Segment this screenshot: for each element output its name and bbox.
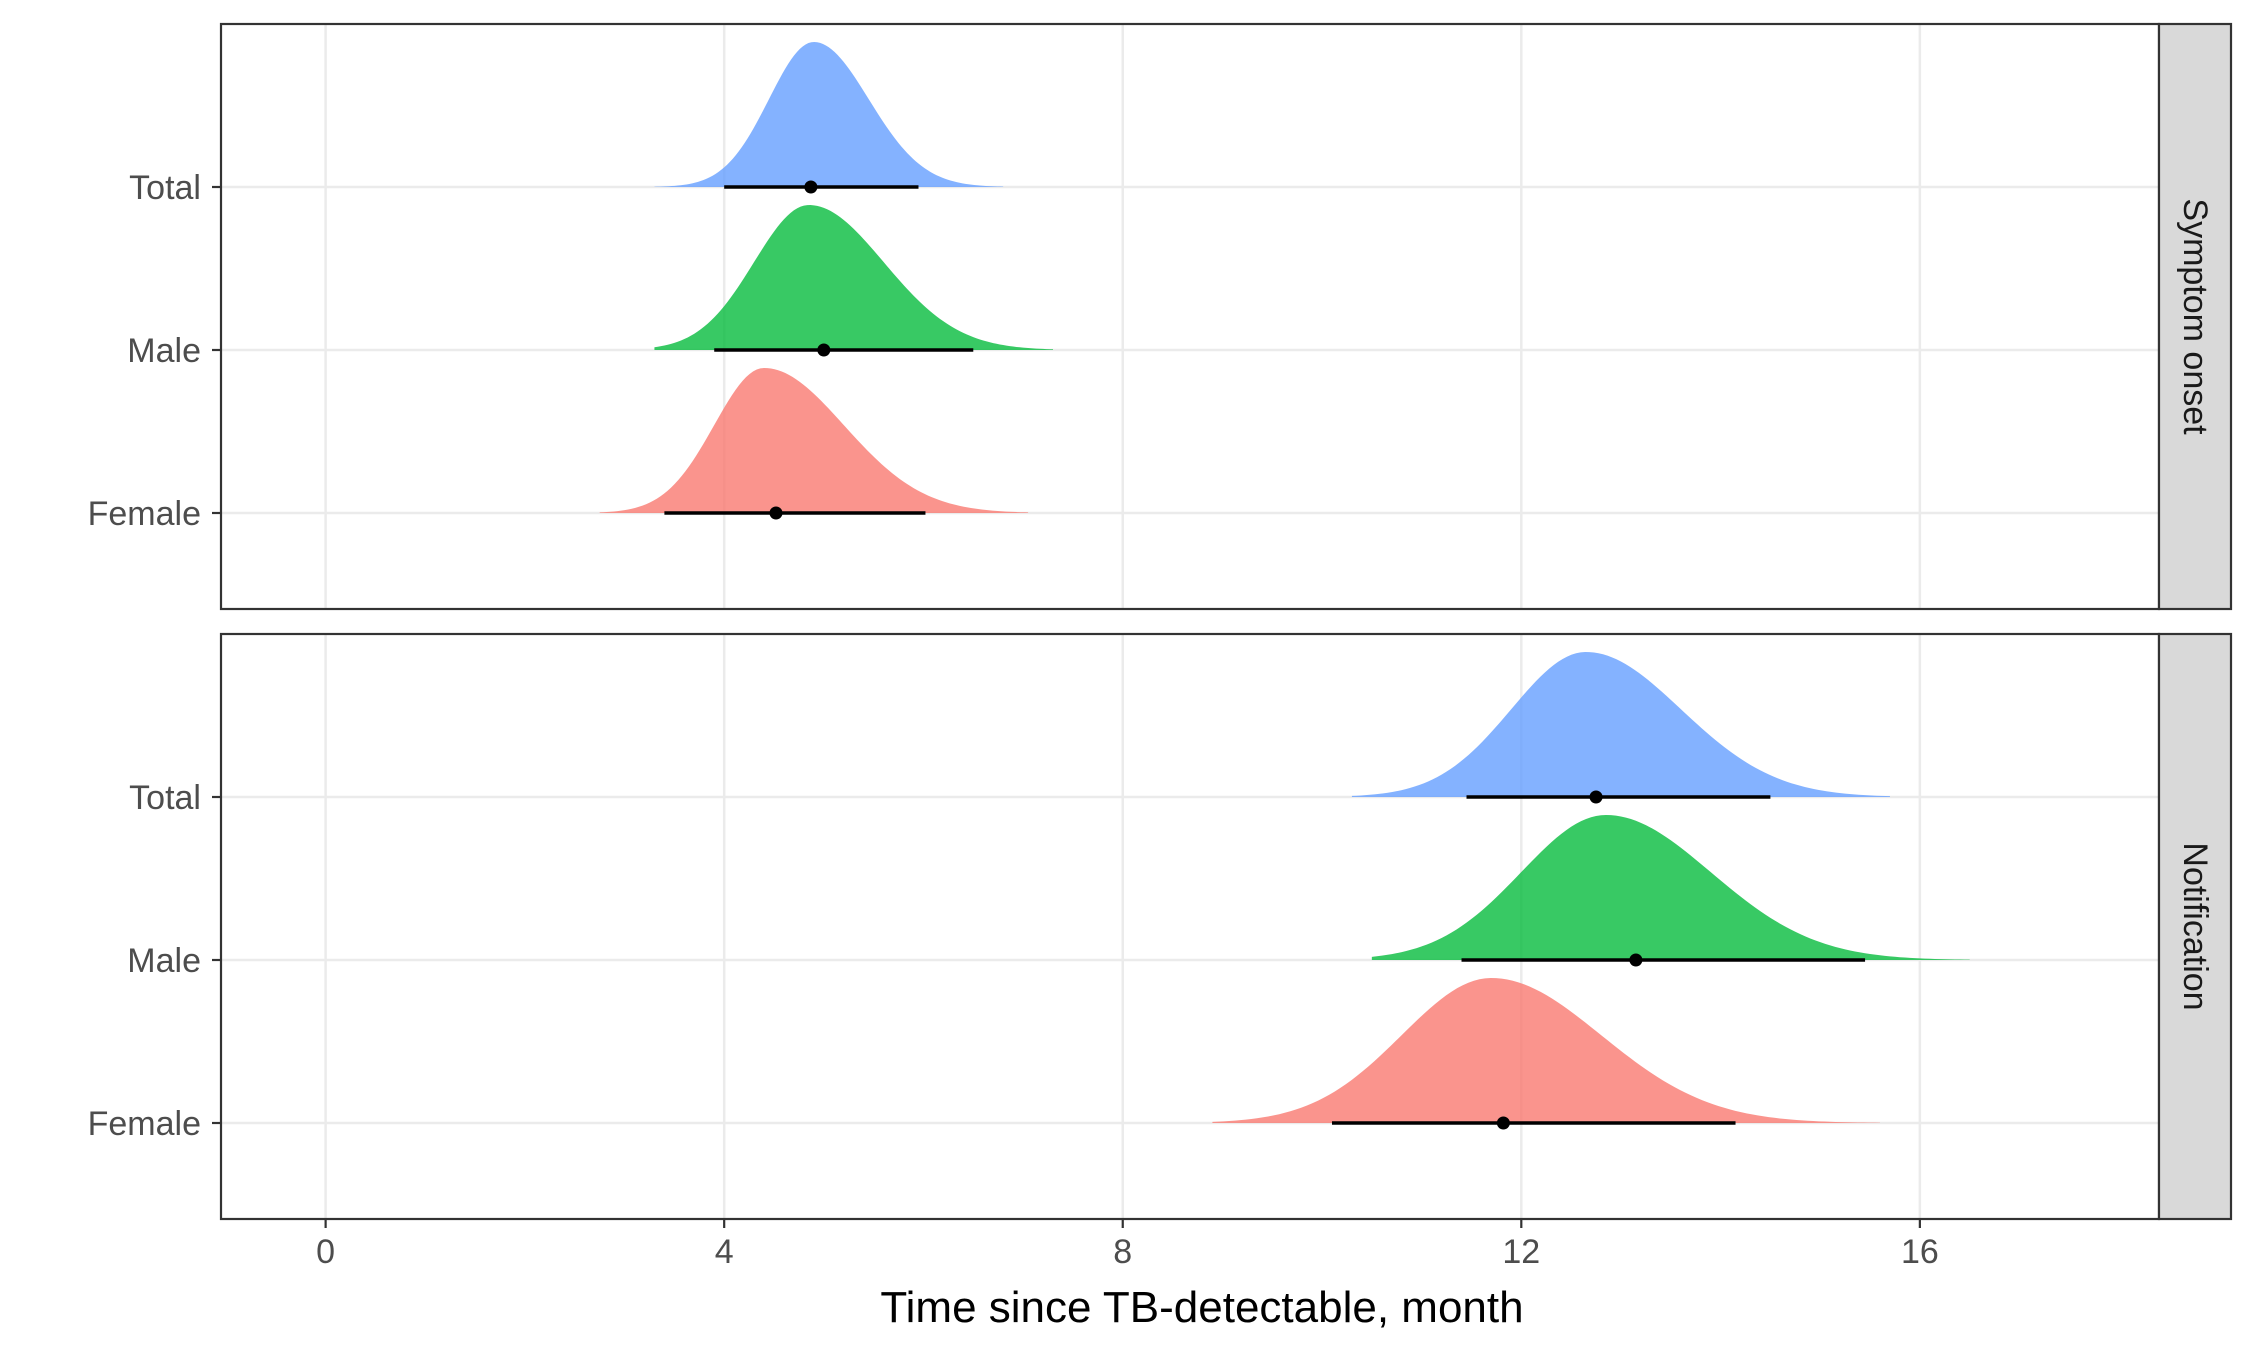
median-point-male <box>817 343 831 357</box>
median-point-total <box>804 180 818 194</box>
panel-notification: Total Male Female Notification <box>88 632 2233 1221</box>
y-tick-label: Female <box>88 495 201 533</box>
y-tick-label: Total <box>129 169 201 207</box>
y-tick-label: Male <box>127 942 201 980</box>
panels: Total Male Female Symptom onset Total Male Fem… <box>88 22 2233 1221</box>
facet-strip-label: Symptom onset <box>2176 198 2214 435</box>
x-axis: 0 4 8 12 16 <box>316 1219 1939 1271</box>
median-point-female <box>1496 1116 1510 1130</box>
median-point-female <box>769 506 783 520</box>
y-tick-label: Female <box>88 1105 201 1143</box>
density-total <box>1351 652 1890 797</box>
x-tick-label: 16 <box>1901 1233 1939 1271</box>
y-tick-label: Male <box>127 332 201 370</box>
x-tick-label: 8 <box>1113 1233 1132 1271</box>
density-male <box>1371 815 1970 960</box>
density-female <box>1212 978 1881 1123</box>
density-female <box>599 368 1029 513</box>
panel-border <box>219 632 2161 1221</box>
x-axis-title: Time since TB-detectable, month <box>880 1283 1523 1332</box>
x-tick-label: 12 <box>1502 1233 1540 1271</box>
y-tick-label: Total <box>129 779 201 817</box>
facet-strip-label: Notification <box>2176 842 2214 1010</box>
median-point-total <box>1589 790 1603 804</box>
density-male <box>654 205 1053 350</box>
facet-strip <box>2157 22 2233 611</box>
panel-symptom-onset: Total Male Female Symptom onset <box>88 22 2233 611</box>
x-tick-label: 0 <box>316 1233 335 1271</box>
density-total <box>654 42 1004 187</box>
facet-strip <box>2157 632 2233 1221</box>
median-point-male <box>1629 953 1643 967</box>
x-tick-label: 4 <box>715 1233 734 1271</box>
panel-border <box>219 22 2161 611</box>
